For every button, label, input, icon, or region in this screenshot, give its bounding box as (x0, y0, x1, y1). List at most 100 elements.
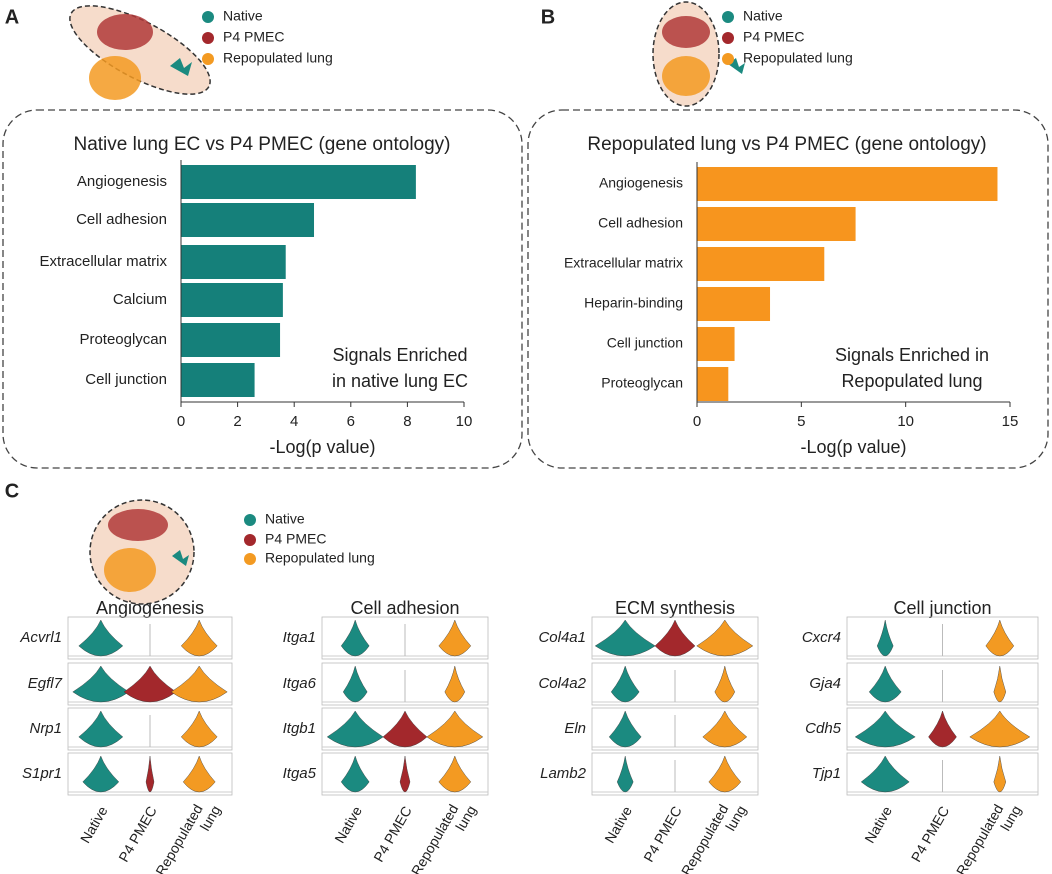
legend-label: Native (223, 8, 263, 24)
bar (697, 207, 856, 241)
x-tick-label: P4 PMEC (115, 803, 160, 864)
legend-swatch (244, 534, 256, 546)
x-tick-label: 8 (403, 413, 411, 430)
violin-row (591, 662, 759, 706)
violin (180, 710, 218, 748)
bar (181, 323, 281, 357)
violin-row (67, 707, 233, 751)
legend-label: Repopulated lung (743, 50, 853, 66)
violin (78, 619, 124, 657)
y-tick-label: Proteoglycan (601, 375, 683, 391)
violin (993, 755, 1007, 793)
violin-row (321, 662, 489, 706)
x-tick-label: P4 PMEC (370, 803, 415, 864)
bar (697, 247, 825, 281)
violin (708, 755, 742, 793)
annotation: in native lung EC (332, 371, 468, 391)
panel-box (527, 109, 1049, 469)
violin (170, 665, 228, 703)
annotation: Repopulated lung (841, 371, 982, 391)
x-tick-label: 4 (290, 413, 298, 430)
bar (181, 203, 315, 237)
y-tick-label: Cell adhesion (76, 211, 167, 228)
gene-label: Cxcr4 (802, 629, 841, 646)
y-tick-label: Angiogenesis (77, 173, 167, 190)
y-tick-label: Proteoglycan (79, 331, 167, 348)
violin-row (67, 752, 233, 796)
legend-label: Repopulated lung (265, 550, 375, 566)
x-tick-label: Native (601, 803, 635, 846)
violin-row (321, 752, 489, 796)
violin (426, 710, 484, 748)
gene-label: Egfl7 (28, 675, 63, 692)
violin-row (321, 707, 489, 751)
x-tick-label: 6 (347, 413, 355, 430)
violin (182, 755, 216, 793)
violin-row (846, 752, 1039, 796)
legend-swatch (202, 53, 214, 65)
x-tick-label-line: Repopulated (152, 801, 206, 874)
gene-label: Itga5 (283, 765, 317, 782)
cluster-icon (69, 5, 211, 100)
x-tick-label: Repopulatedlung (152, 794, 223, 874)
violin (702, 710, 748, 748)
panel-title: Cell junction (893, 598, 991, 618)
y-tick-label: Calcium (113, 291, 167, 308)
violin-row (67, 662, 233, 706)
gene-label: Nrp1 (29, 720, 62, 737)
x-tick-label: 0 (693, 413, 701, 430)
violin (608, 710, 642, 748)
y-tick-label: Heparin-binding (584, 295, 683, 311)
gene-label: Itga6 (283, 675, 317, 692)
violin (145, 755, 155, 793)
violin (438, 755, 472, 793)
annotation: Signals Enriched in (835, 345, 989, 365)
violin (399, 755, 411, 793)
violin (993, 665, 1007, 703)
bar (697, 327, 735, 361)
x-tick-label-line: Repopulated (678, 801, 732, 874)
violin (854, 710, 916, 748)
legend-label: Native (743, 8, 783, 24)
bar (697, 167, 998, 201)
x-tick-label-line: Repopulated (408, 801, 462, 874)
violin (123, 665, 177, 703)
violin (696, 619, 754, 657)
gene-label: Itgb1 (283, 720, 316, 737)
x-tick-label: 5 (797, 413, 805, 430)
legend-swatch (722, 53, 734, 65)
bar (697, 287, 771, 321)
gene-label: Eln (564, 720, 586, 737)
violin (594, 619, 656, 657)
violin (326, 710, 384, 748)
x-axis-label: -Log(p value) (800, 437, 906, 457)
bar (181, 245, 286, 279)
gene-label: S1pr1 (22, 765, 62, 782)
violin (72, 665, 130, 703)
violin (969, 710, 1031, 748)
legend-swatch (722, 11, 734, 23)
legend-label: Native (265, 511, 305, 527)
x-tick-label-line: Repopulated (953, 801, 1007, 874)
bar (181, 165, 416, 199)
x-tick-label: P4 PMEC (908, 803, 953, 864)
y-tick-label: Cell junction (85, 371, 167, 388)
y-tick-label: Angiogenesis (599, 175, 683, 191)
x-tick-label: 0 (177, 413, 185, 430)
y-tick-label: Extracellular matrix (39, 253, 167, 270)
x-tick-label: 15 (1002, 413, 1019, 430)
x-tick-label: Native (77, 803, 111, 846)
panel-letter: A (5, 6, 19, 28)
violin (82, 755, 120, 793)
x-axis-label: -Log(p value) (269, 437, 375, 457)
gene-label: Tjp1 (812, 765, 841, 782)
violin (340, 619, 370, 657)
x-tick-label: Repopulatedlung (408, 794, 479, 874)
panel-letter: B (541, 6, 555, 28)
gene-label: Itga1 (283, 629, 316, 646)
chart-title: Repopulated lung vs P4 PMEC (gene ontolo… (587, 134, 986, 155)
legend-label: Repopulated lung (223, 50, 333, 66)
violin (876, 619, 894, 657)
